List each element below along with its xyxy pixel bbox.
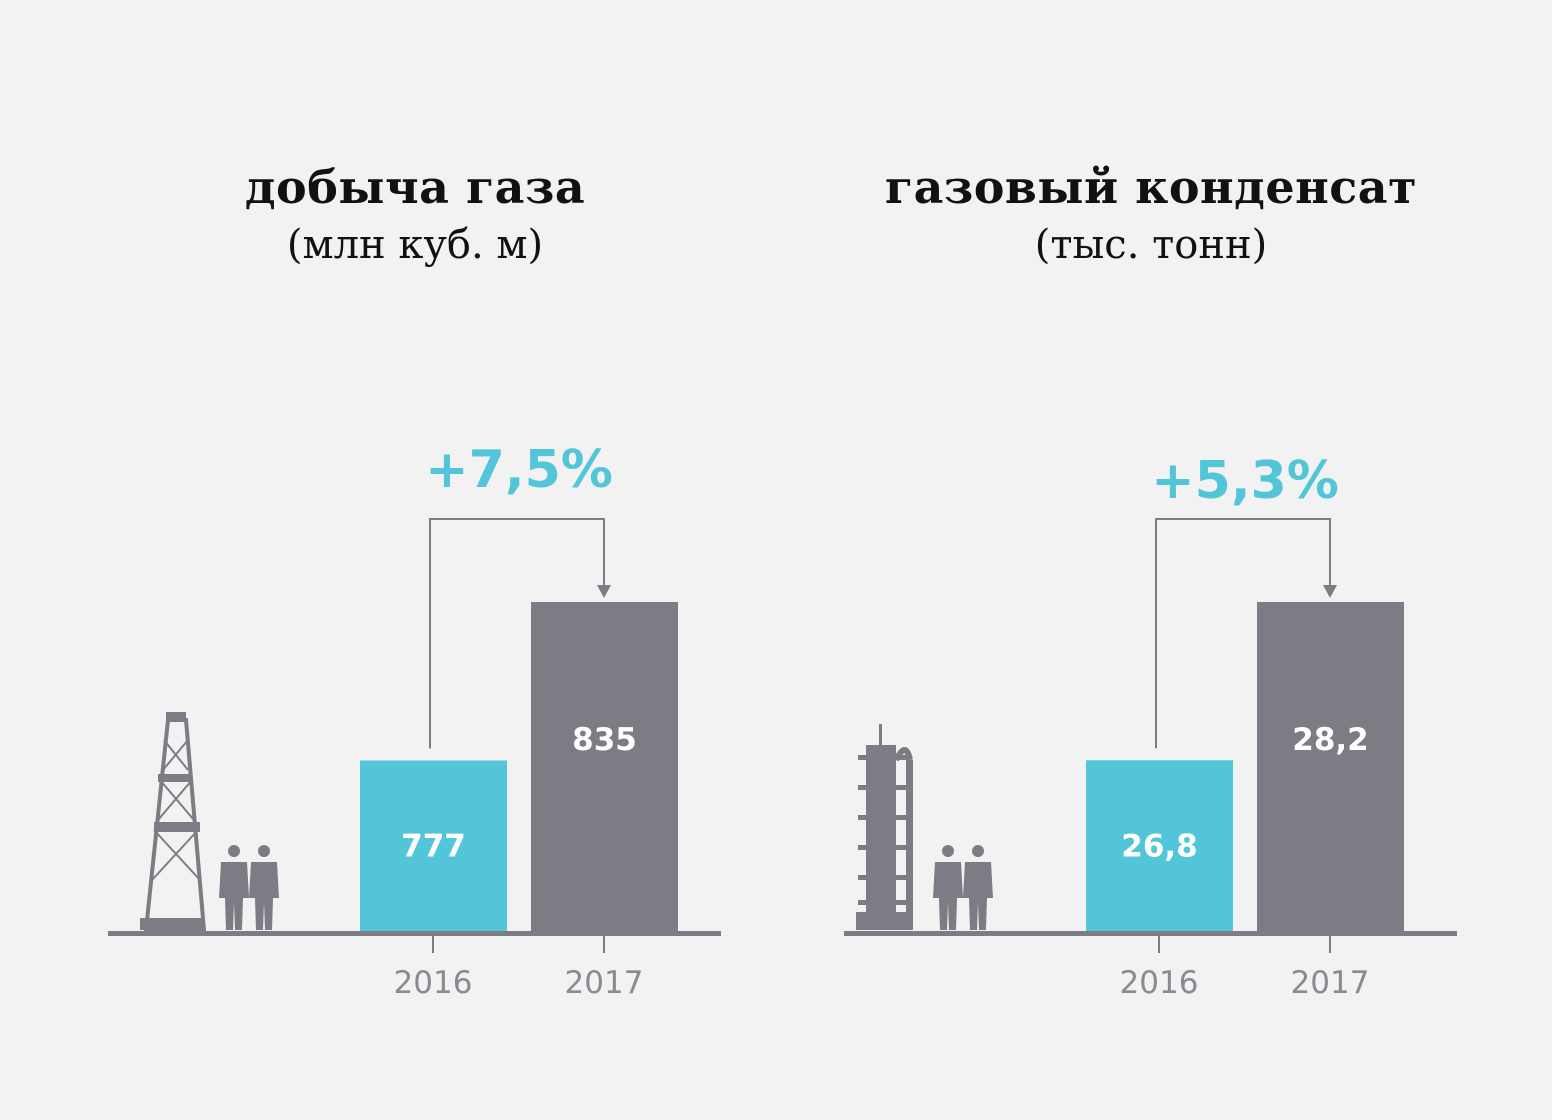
change-bracket	[429, 518, 605, 749]
bar-value-label: 26,8	[1121, 828, 1198, 864]
rig-platform	[154, 822, 200, 832]
rig-crown	[166, 712, 186, 722]
column-platform	[858, 875, 910, 880]
x-axis-baseline	[108, 931, 721, 936]
column-platform	[858, 845, 910, 850]
worker-head	[942, 845, 954, 857]
x-tick-label: 2016	[394, 965, 473, 1001]
worker-silhouette	[933, 862, 963, 930]
worker-head	[258, 845, 270, 857]
chart-panel-condensate: газовый конденсат (тыс. тонн) 26,8 2016 28…	[726, 0, 1502, 1120]
column-antenna	[879, 724, 882, 746]
change-bracket	[1155, 518, 1331, 749]
rig-bracing	[151, 739, 201, 881]
chart-title: добыча газа	[244, 160, 586, 214]
column-body	[866, 745, 896, 930]
arrow-down-icon	[597, 585, 611, 598]
column-base	[856, 912, 912, 930]
rig-base	[140, 918, 204, 930]
column-platform	[858, 785, 910, 790]
bar-chart: 777 2016 835 2017 +7,5%	[108, 440, 721, 1001]
column-platform	[858, 815, 910, 820]
bar-2016	[360, 760, 507, 931]
change-percent-label: +7,5%	[425, 440, 613, 500]
worker-silhouette	[963, 862, 993, 930]
worker-head	[972, 845, 984, 857]
column-platform	[858, 900, 910, 905]
drilling-rig-icon	[140, 712, 279, 932]
bar-chart: 26,8 2016 28,2 2017 +5,3%	[844, 451, 1457, 1001]
x-tick-label: 2017	[565, 965, 644, 1001]
chart-subtitle: (тыс. тонн)	[1034, 222, 1268, 268]
change-percent-label: +5,3%	[1151, 451, 1339, 511]
x-tick-label: 2017	[1291, 965, 1370, 1001]
worker-head	[228, 845, 240, 857]
column-platform	[858, 755, 910, 760]
bar-2016	[1086, 760, 1233, 931]
worker-silhouette	[219, 862, 249, 930]
bar-2017	[1257, 602, 1404, 931]
rig-platform	[158, 774, 190, 782]
x-tick-label: 2016	[1120, 965, 1199, 1001]
bar-value-label: 777	[401, 828, 466, 864]
refinery-column-icon	[856, 724, 993, 930]
chart-title: газовый конденсат	[884, 160, 1418, 214]
arrow-down-icon	[1323, 585, 1337, 598]
chart-panel-gas-production: добыча газа (млн куб. м) 777 2016 835 2017 +…	[108, 160, 721, 1001]
bar-2017	[531, 602, 678, 931]
x-axis-baseline	[844, 931, 1457, 936]
chart-subtitle: (млн куб. м)	[286, 222, 544, 268]
bar-value-label: 28,2	[1292, 722, 1369, 758]
bar-value-label: 835	[572, 722, 637, 758]
worker-silhouette	[249, 862, 279, 930]
